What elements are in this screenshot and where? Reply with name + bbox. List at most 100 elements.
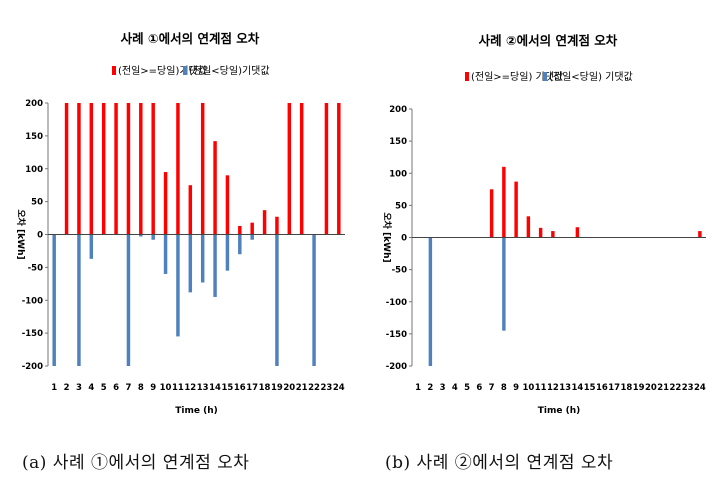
legend-swatch: [183, 66, 187, 75]
x-tick-label: 20: [645, 383, 657, 393]
y-tick-label: -150: [386, 330, 407, 340]
bar-blue: [213, 234, 217, 297]
bar-blue: [89, 234, 94, 259]
bar-red: [324, 103, 329, 235]
bar-red: [299, 103, 304, 235]
bar-red: [163, 172, 168, 235]
bar-blue: [225, 234, 230, 271]
x-tick-label: 19: [271, 383, 283, 393]
bar-blue: [151, 234, 155, 240]
bar-red: [698, 231, 702, 238]
bar-red: [575, 227, 580, 238]
x-tick-label: 21: [657, 383, 669, 393]
x-tick-label: 4: [88, 383, 94, 393]
bar-red: [287, 103, 292, 235]
chart-title: 사례 ①에서의 연계점 오차: [121, 31, 260, 46]
legend-swatch: [465, 72, 469, 81]
x-tick-label: 17: [246, 383, 258, 393]
y-tick-label: 150: [389, 137, 407, 147]
y-tick-label: 200: [25, 99, 43, 109]
x-tick-label: 12: [184, 383, 196, 393]
caption-b: (b) 사례 ②에서의 연계점 오차: [385, 453, 614, 473]
y-tick-label: 0: [401, 234, 407, 244]
x-tick-label: 5: [464, 383, 470, 393]
x-tick-label: 8: [501, 383, 507, 393]
y-tick-label: 50: [31, 198, 43, 208]
bar-blue: [139, 234, 143, 237]
y-tick-label: -200: [386, 362, 407, 372]
x-tick-label: 24: [694, 383, 706, 393]
bar-blue: [428, 237, 433, 366]
y-tick-label: -200: [22, 362, 43, 372]
bar-red: [151, 103, 155, 235]
x-tick-label: 11: [172, 383, 184, 393]
bar-red: [502, 166, 506, 238]
y-tick-label: -150: [22, 329, 43, 339]
bar-red: [213, 141, 217, 235]
bar-blue: [238, 234, 242, 255]
y-tick-label: -100: [22, 296, 43, 306]
bar-red: [89, 103, 94, 235]
bar-red: [64, 103, 69, 235]
bar-red: [225, 175, 230, 235]
y-tick-label: 0: [37, 231, 43, 241]
x-tick-label: 1: [51, 383, 57, 393]
bar-red: [514, 181, 518, 238]
legend-swatch: [543, 72, 547, 81]
x-tick-label: 5: [101, 383, 107, 393]
x-tick-label: 9: [150, 383, 156, 393]
y-tick-label: 50: [395, 201, 407, 211]
x-tick-label: 15: [584, 383, 596, 393]
x-tick-label: 20: [283, 383, 295, 393]
x-tick-label: 2: [64, 383, 70, 393]
bar-blue: [188, 234, 193, 293]
x-tick-label: 6: [113, 383, 119, 393]
x-tick-label: 18: [259, 383, 271, 393]
caption-a: (a) 사례 ①에서의 연계점 오차: [22, 453, 250, 473]
legend-swatch: [112, 66, 116, 75]
x-tick-label: 6: [476, 383, 482, 393]
bar-blue: [250, 234, 254, 240]
x-tick-label: 14: [209, 383, 221, 393]
y-tick-label: -50: [392, 266, 407, 276]
y-tick-label: 100: [389, 169, 407, 179]
x-tick-label: 17: [608, 383, 620, 393]
x-tick-label: 7: [489, 383, 495, 393]
x-tick-label: 16: [596, 383, 608, 393]
bar-red: [489, 189, 494, 238]
x-tick-label: 10: [522, 383, 534, 393]
bar-red: [101, 103, 106, 235]
bar-red: [126, 103, 131, 235]
x-tick-label: 24: [333, 383, 345, 393]
y-axis-label: 오차 [kWh]: [15, 209, 27, 259]
bar-red: [262, 210, 267, 235]
x-tick-label: 2: [427, 383, 433, 393]
x-tick-label: 8: [138, 383, 144, 393]
chart-a: 사례 ①에서의 연계점 오차(전일>=당일)기댓값(전일<당일)기댓값20015…: [15, 31, 345, 416]
x-tick-label: 16: [234, 383, 246, 393]
bar-red: [114, 103, 118, 235]
x-tick-label: 9: [513, 383, 519, 393]
x-tick-label: 13: [197, 383, 209, 393]
bar-red: [538, 227, 543, 238]
bar-blue: [176, 234, 180, 337]
bar-blue: [77, 234, 81, 366]
bar-blue: [275, 234, 279, 366]
bar-red: [200, 103, 205, 235]
bar-red: [176, 103, 180, 235]
x-tick-label: 21: [296, 383, 308, 393]
bar-blue: [52, 234, 56, 366]
bar-red: [551, 231, 555, 238]
x-axis-label: Time (h): [175, 406, 217, 416]
x-tick-label: 11: [535, 383, 547, 393]
x-tick-label: 18: [620, 383, 632, 393]
bar-red: [337, 103, 341, 235]
x-axis-label: Time (h): [538, 406, 580, 416]
chart-b: 사례 ②에서의 연계점 오차(전일>=당일) 기댓값(전일<당일) 기댓값200…: [381, 33, 706, 416]
bar-blue: [163, 234, 168, 274]
x-tick-label: 7: [125, 383, 131, 393]
legend-label: (전일<당일)기댓값: [189, 65, 270, 77]
x-tick-label: 15: [222, 383, 234, 393]
bar-red: [139, 103, 143, 235]
